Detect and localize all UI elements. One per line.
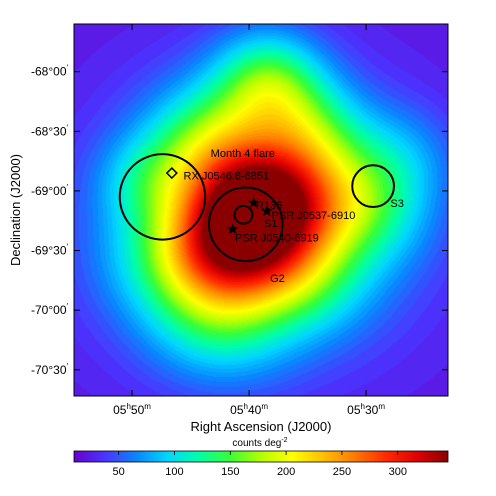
x-axis-label: Right Ascension (J2000)	[191, 419, 332, 434]
annotation-label: PSR J0540-6919	[235, 232, 319, 244]
colorbar-tick-label: 300	[389, 466, 407, 478]
heatmap-image-holder	[74, 24, 448, 396]
axis-ticks	[74, 24, 448, 396]
source-marker-diamond	[165, 166, 178, 180]
colorbar-tick-label: 50	[113, 466, 125, 478]
x-tick-label: 05h30m	[347, 402, 385, 417]
tick-labels: 05h50m 05h40m 05h30m -68°00′ -68°30′ -69°00′ -…	[31, 64, 385, 417]
y-axis-label: Declination (J2000)	[8, 154, 23, 266]
y-tick-label: -69°30′	[31, 243, 69, 258]
region-circle-month4-flare	[118, 153, 207, 241]
colorbar-ticks: 50 100 150 200 250 300	[113, 451, 407, 478]
y-tick-label: -70°00′	[31, 302, 69, 317]
annotation-label: RX J0546.8-6851	[184, 170, 270, 182]
colorbar-label-exp: -2	[281, 437, 287, 444]
annotation-label: S1	[264, 218, 277, 230]
annotation-label: PSR J0537-6910	[272, 210, 356, 222]
colorbar-label: counts deg-2	[232, 437, 287, 449]
region-circle-S1	[233, 204, 254, 225]
y-tick-label: -68°00′	[31, 64, 69, 79]
colorbar-label-text: counts deg	[232, 438, 281, 449]
colorbar-bar	[73, 450, 449, 463]
colorbar-tick-label: 150	[221, 466, 239, 478]
source-marker-star	[226, 223, 239, 234]
y-tick-label: -68°30′	[31, 123, 69, 138]
region-circle-S3	[351, 164, 395, 209]
colorbar: counts deg-2 50 100 150 200 250 300	[73, 437, 449, 478]
colorbar-tick-label: 100	[165, 466, 183, 478]
y-tick-label: -69°00′	[31, 183, 69, 198]
x-tick-label: 05h50m	[113, 402, 151, 417]
colorbar-tick-label: 250	[333, 466, 351, 478]
colorbar-tick-label: 200	[277, 466, 295, 478]
annotation-label: S3	[390, 198, 403, 210]
y-tick-label: -70°30′	[31, 362, 69, 377]
source-marker-star	[261, 205, 273, 217]
region-circle-G2	[208, 186, 284, 263]
annotation-label: Month 4 flare	[211, 148, 275, 160]
plot-frame	[73, 23, 449, 397]
annotation-label: R136	[256, 200, 282, 212]
heatmap-image	[74, 24, 448, 396]
x-tick-label: 05h40m	[230, 402, 268, 417]
annotation-label: G2	[270, 273, 285, 285]
source-marker-star	[248, 196, 260, 208]
